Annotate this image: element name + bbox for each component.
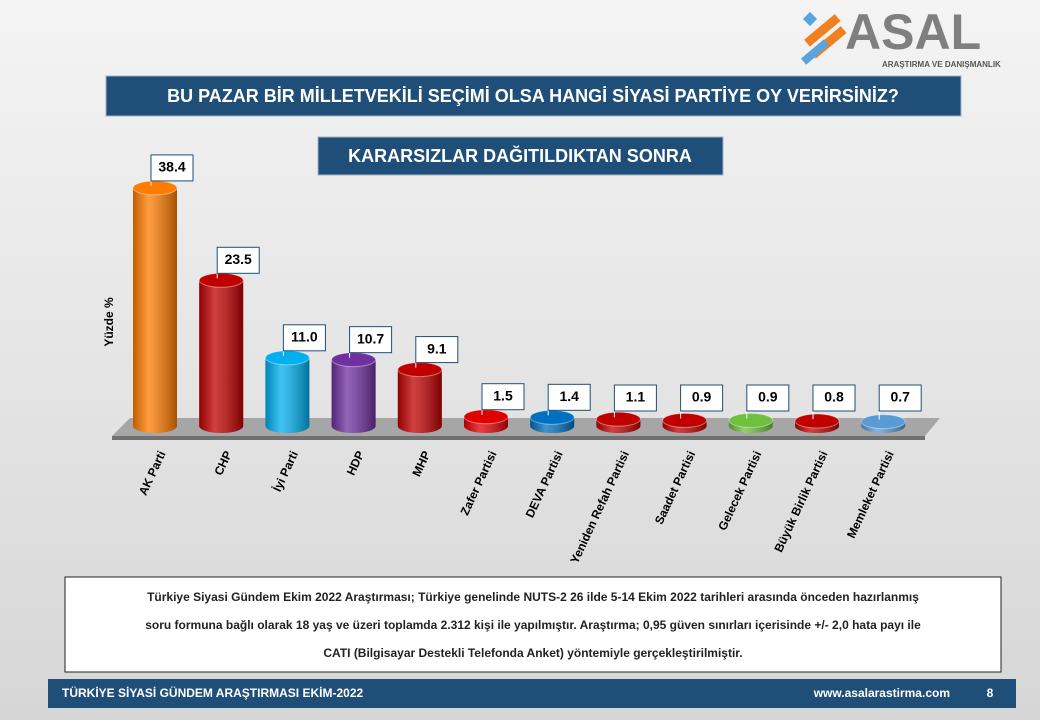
logo: ASAL ARAŞTIRMA VE DANIŞMANLIK — [800, 4, 1001, 69]
value-label-box — [812, 384, 856, 412]
value-label: 1.4 — [559, 388, 579, 404]
value-label: 11.0 — [291, 329, 318, 345]
value-label-box — [481, 383, 525, 411]
logo-tagline: ARAŞTIRMA VE DANIŞMANLIK — [882, 60, 1001, 69]
bar-top — [595, 411, 641, 427]
value-label-box — [216, 246, 260, 274]
bar-top — [397, 362, 443, 378]
bar — [595, 411, 641, 434]
bar-top — [860, 414, 906, 430]
bar-top — [264, 350, 310, 366]
bar-top — [794, 413, 840, 429]
bar-shade — [265, 357, 310, 434]
value-label: 0.7 — [890, 389, 910, 405]
bar-shade — [331, 359, 376, 433]
footer-bar — [48, 679, 1016, 708]
value-label-box — [680, 384, 724, 412]
value-label-box — [349, 326, 393, 354]
page-number: 8 — [987, 686, 994, 700]
bar-top — [529, 409, 575, 425]
value-label-box — [878, 384, 922, 412]
value-label-box — [547, 383, 591, 411]
bar — [662, 412, 708, 434]
bar — [331, 352, 377, 433]
note-line: Türkiye Siyasi Gündem Ekim 2022 Araştırm… — [147, 590, 919, 604]
note-line: CATI (Bilgisayar Destekli Telefonda Anke… — [323, 646, 742, 660]
value-label: 38.4 — [158, 159, 185, 175]
bar-top — [463, 409, 509, 425]
bar-top — [728, 412, 774, 428]
bar — [463, 409, 509, 433]
value-label: 23.5 — [225, 251, 252, 267]
value-label: 0.9 — [692, 389, 712, 405]
bar-shade — [397, 369, 442, 434]
bar-top — [331, 352, 377, 368]
value-label-box — [746, 384, 790, 412]
logo-name: ASAL — [845, 4, 981, 60]
value-label-box — [150, 154, 194, 182]
bar-shade — [199, 280, 244, 434]
footer-url: www.asalarastirma.com — [813, 686, 950, 700]
value-label-box — [282, 324, 326, 352]
bar — [529, 409, 575, 434]
bar-shade — [133, 187, 177, 433]
value-label: 9.1 — [427, 340, 447, 356]
value-label: 1.5 — [493, 387, 513, 403]
bar-top — [662, 412, 708, 428]
y-axis-label: Yüzde % — [102, 297, 116, 347]
bar — [794, 413, 840, 433]
bar — [728, 412, 774, 434]
value-label-box — [613, 384, 657, 412]
bar — [132, 180, 178, 433]
bar — [397, 362, 443, 434]
value-label-box — [415, 336, 459, 364]
title-banner — [105, 75, 962, 117]
bar — [198, 272, 244, 434]
bar — [860, 414, 906, 434]
value-label: 1.1 — [626, 389, 646, 405]
note-box — [64, 576, 1002, 673]
value-label: 0.9 — [758, 389, 778, 405]
bar-top — [132, 180, 178, 196]
value-label: 10.7 — [357, 330, 384, 346]
subtitle-banner — [317, 136, 724, 176]
bar-top — [198, 272, 244, 288]
footer-left: TÜRKİYE SİYASİ GÜNDEM ARAŞTIRMASI EKİM-2… — [62, 685, 363, 700]
floor-edge — [112, 436, 925, 440]
chart-title: BU PAZAR BİR MİLLETVEKİLİ SEÇİMİ OLSA HA… — [167, 86, 899, 106]
bar — [264, 350, 310, 434]
value-label: 0.8 — [824, 389, 844, 405]
note-line: soru formuna bağlı olarak 18 yaş ve üzer… — [145, 618, 921, 632]
chart-subtitle: KARARSIZLAR DAĞITILDIKTAN SONRA — [348, 145, 692, 166]
